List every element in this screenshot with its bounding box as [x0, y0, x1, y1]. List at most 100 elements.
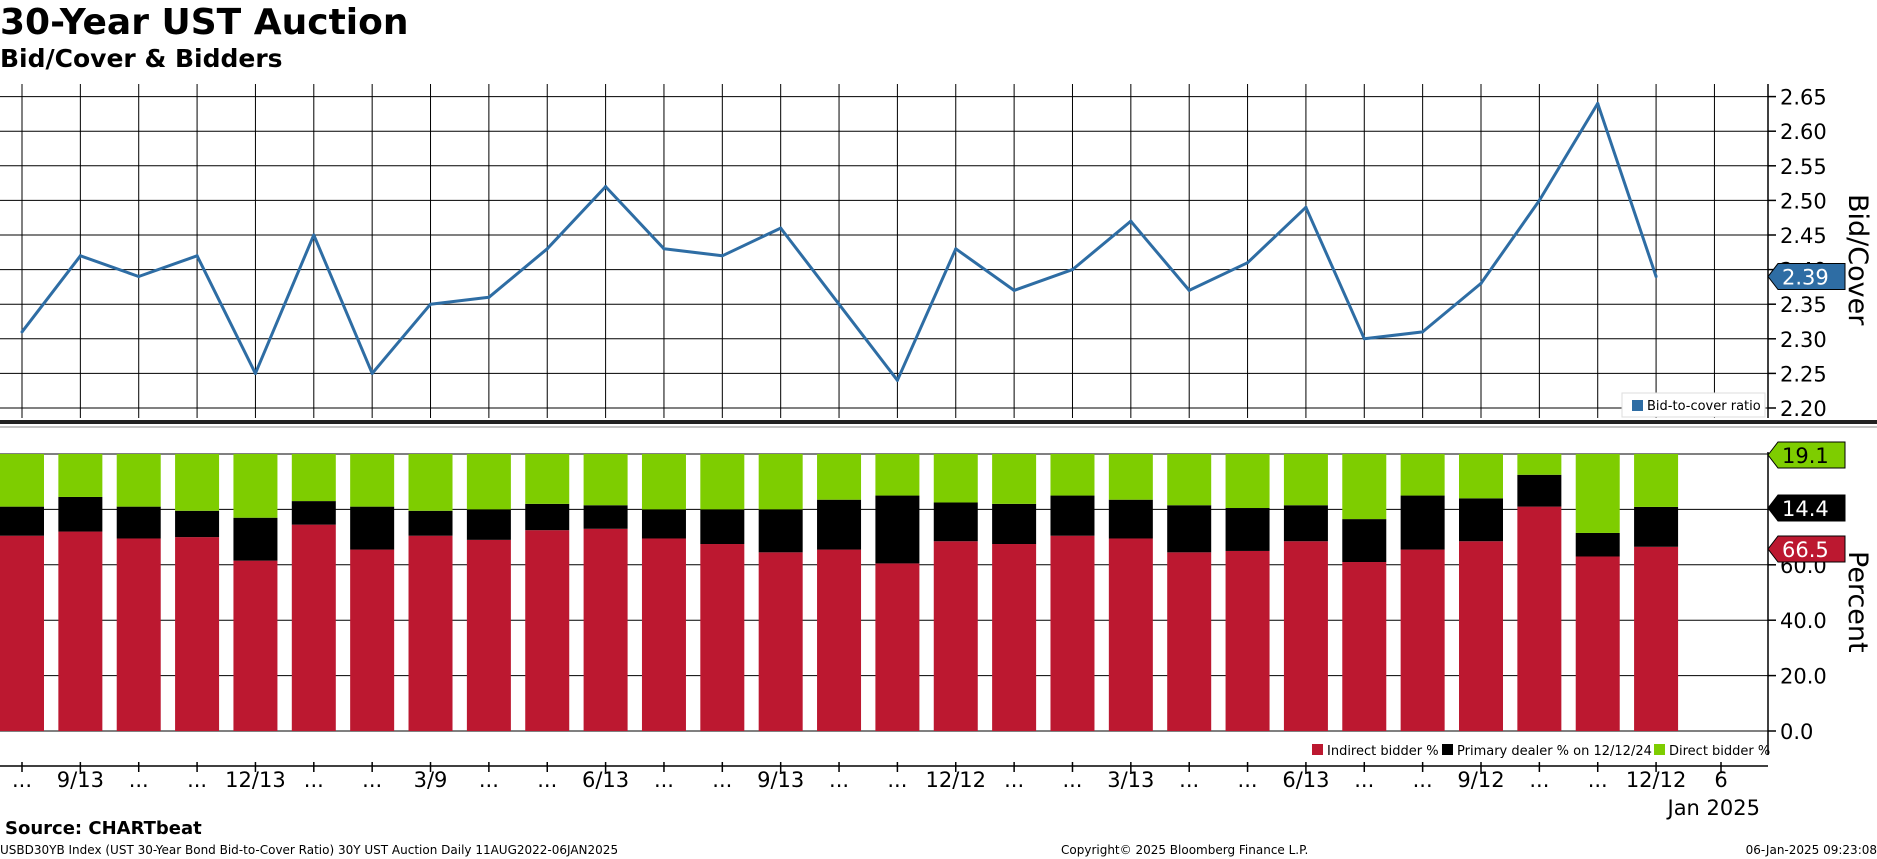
- indirect-bidder-bar: [1634, 546, 1679, 731]
- bid-cover-line-series: [20, 102, 1658, 382]
- indirect-bidder-bar: [291, 524, 336, 731]
- bid-cover-point: [370, 371, 374, 375]
- panel-separator: [0, 420, 1877, 424]
- x-tick-label: ...: [479, 768, 499, 792]
- direct-bidder-bar: [700, 454, 745, 510]
- bid-cover-point: [604, 185, 608, 189]
- bid-cover-point: [837, 302, 841, 306]
- direct-bidder-bar: [291, 454, 336, 502]
- bid-cover-point: [779, 226, 783, 230]
- x-tick-label: ...: [1238, 768, 1258, 792]
- x-tick-label: ...: [1062, 768, 1082, 792]
- indirect-bidder-bar: [466, 539, 511, 731]
- direct-bidder-bar: [1050, 454, 1095, 496]
- bottom-ylabel: Percent: [1842, 551, 1873, 653]
- primary-dealer-bar: [116, 506, 161, 539]
- primary-dealer-bar: [233, 517, 278, 561]
- indirect-bidder-bar: [233, 560, 278, 731]
- primary-dealer-bar: [1225, 508, 1270, 551]
- x-tick-label: ...: [654, 768, 674, 792]
- indirect-bidder-bar: [700, 544, 745, 731]
- bid-cover-point: [895, 378, 899, 382]
- chart-subtitle: Bid/Cover & Bidders: [0, 44, 283, 73]
- primary-dealer-bar: [1283, 505, 1328, 542]
- last-value-tag-bidcover-group: 2.39: [1767, 263, 1846, 291]
- indirect-bidder-bar: [0, 535, 44, 731]
- direct-bidder-bar: [1167, 454, 1212, 506]
- indirect-bidder-bar: [350, 549, 395, 731]
- x-tick-label: ...: [304, 768, 324, 792]
- direct-bidder-bar: [1225, 454, 1270, 509]
- legend-swatch-direct: [1654, 744, 1665, 755]
- indirect-bidder-bar: [992, 544, 1037, 731]
- x-tick-label: 9/13: [757, 768, 804, 792]
- direct-bidder-bar: [1575, 454, 1620, 533]
- indirect-bidder-bar: [583, 528, 628, 731]
- source-label: Source: CHARTbeat: [5, 818, 202, 839]
- bid-cover-point: [662, 247, 666, 251]
- x-tick-label: 3/9: [414, 768, 448, 792]
- indirect-bidder-bar: [408, 535, 453, 731]
- chart-title: 30-Year UST Auction: [0, 2, 409, 43]
- bid-cover-point: [20, 330, 24, 334]
- footer-copyright: Copyright© 2025 Bloomberg Finance L.P.: [1061, 843, 1309, 857]
- bid-cover-point: [1479, 281, 1483, 285]
- last-value-tag-bidcover-shape: [1767, 263, 1846, 291]
- indirect-bidder-bar: [1517, 506, 1562, 731]
- stacked-bar-series: [0, 454, 1679, 731]
- direct-bidder-bar: [466, 454, 511, 510]
- direct-bidder-bar: [1342, 454, 1387, 520]
- x-tick-label: 9/13: [57, 768, 104, 792]
- primary-dealer-bar: [758, 509, 803, 553]
- x-period-label: Jan 2025: [1666, 796, 1761, 820]
- indirect-bidder-bar: [933, 541, 978, 731]
- top-legend-box: [1621, 392, 1766, 418]
- direct-bidder-bar: [1108, 454, 1153, 500]
- last-value-tag-bidcover: 2.39: [1782, 266, 1829, 290]
- x-tick-label: ...: [1179, 768, 1199, 792]
- top-ylabel: Bid/Cover: [1842, 194, 1873, 326]
- bid-cover-point: [1362, 337, 1366, 341]
- legend-label-direct: Direct bidder %: [1669, 744, 1770, 759]
- bid-cover-point: [137, 275, 141, 279]
- direct-bidder-bar: [1517, 454, 1562, 475]
- direct-bidder-bar: [992, 454, 1037, 504]
- top-ytick-label: 2.60: [1780, 120, 1827, 144]
- bid-cover-point: [1187, 288, 1191, 292]
- x-tick-label: 6/13: [582, 768, 629, 792]
- last-value-tag-indirect: 66.5: [1782, 538, 1829, 562]
- last-value-tag-direct-group: 19.1: [1767, 441, 1846, 469]
- x-tick-label: ...: [537, 768, 557, 792]
- direct-bidder-bar: [1634, 454, 1679, 507]
- legend-swatch-indirect: [1312, 744, 1323, 755]
- x-tick-label: 12/12: [1626, 768, 1687, 792]
- primary-dealer-bar: [583, 505, 628, 529]
- top-ytick-label: 2.25: [1780, 362, 1827, 386]
- primary-dealer-bar: [350, 506, 395, 550]
- bid-cover-point: [1421, 330, 1425, 334]
- direct-bidder-bar: [1459, 454, 1503, 499]
- bid-cover-point: [954, 247, 958, 251]
- direct-bidder-bar: [58, 454, 103, 497]
- indirect-bidder-bar: [758, 552, 803, 731]
- direct-bidder-bar: [817, 454, 862, 500]
- primary-dealer-bar: [1400, 495, 1445, 550]
- x-tick-label: 12/13: [225, 768, 286, 792]
- bid-cover-point: [720, 254, 724, 258]
- primary-dealer-bar: [700, 509, 745, 545]
- direct-bidder-bar: [1283, 454, 1328, 506]
- chart-legends: Bid-to-cover ratio Indirect bidder % Prima…: [1302, 392, 1770, 762]
- indirect-bidder-bar: [1050, 535, 1095, 731]
- indirect-bidder-bar: [875, 563, 920, 731]
- top-ytick-label: 2.50: [1780, 189, 1827, 213]
- x-tick-label: ...: [1588, 768, 1608, 792]
- last-value-tag-primary-shape: [1767, 494, 1846, 522]
- bid-cover-point: [429, 302, 433, 306]
- indirect-bidder-bar: [525, 530, 570, 731]
- direct-bidder-bar: [875, 454, 920, 496]
- x-tick-label: ...: [712, 768, 732, 792]
- indirect-bidder-bar: [1459, 541, 1503, 731]
- bid-cover-point: [545, 247, 549, 251]
- direct-bidder-bar: [233, 454, 278, 518]
